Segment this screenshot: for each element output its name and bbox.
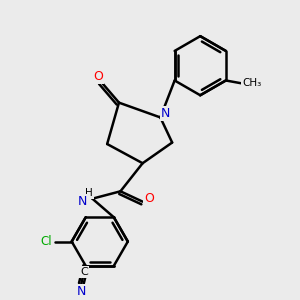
Text: Cl: Cl [40, 235, 52, 248]
Text: O: O [144, 192, 154, 205]
Text: H: H [85, 188, 93, 198]
Text: N: N [76, 285, 86, 298]
Text: C: C [80, 267, 88, 278]
Text: CH₃: CH₃ [242, 78, 261, 88]
Text: N: N [77, 195, 87, 208]
Text: O: O [93, 70, 103, 83]
Text: N: N [161, 107, 170, 120]
